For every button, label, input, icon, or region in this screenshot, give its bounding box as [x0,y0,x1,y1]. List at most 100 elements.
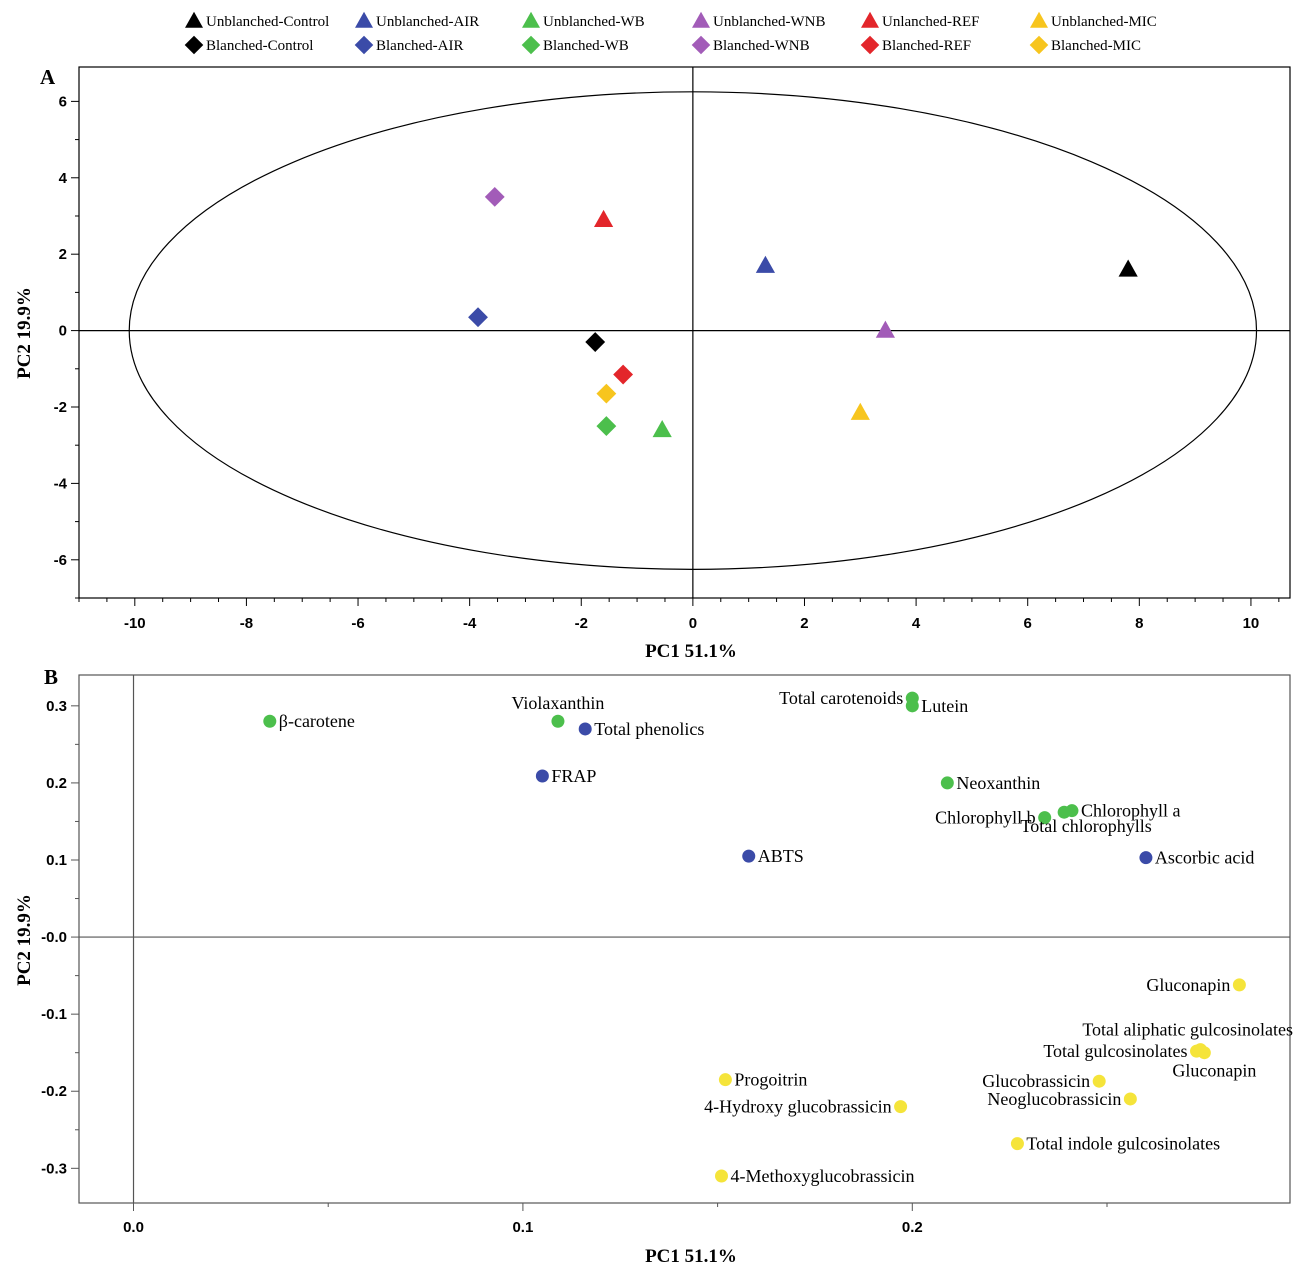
panel-a-y-axis: -6 -4 -2 0 2 4 6 [54,93,79,599]
legend-label: Unlanched-REF [882,14,979,30]
loading-label-frap: FRAP [551,766,596,786]
loading-point-violaxanthin [551,714,565,728]
legend-marker-diamond-icon [1029,35,1049,55]
loading-label-total-phenolics: Total phenolics [594,719,704,739]
panel-a-x-tick-label: 2 [800,615,808,632]
panel-a-y-title: PC2 19.9% [14,287,35,379]
legend-item-blanched-mic: Blanched-MIC [1029,35,1141,55]
loading-label-lutein: Lutein [921,696,968,716]
legend-label: Blanched-WB [543,38,629,54]
loading-point-4-methoxyglucobrassicin [714,1169,728,1183]
panel-a-x-tick-label: 0 [689,615,697,632]
legend-item-unblanched-wnb: Unblanched-WNB [692,11,825,30]
legend-marker-triangle-icon [185,11,203,28]
panel-a-y-tick-label: -4 [54,475,68,492]
panel-a-y-tick-label: 6 [59,93,67,110]
legend-marker-diamond-icon [691,35,711,55]
score-point-blanched-control [585,332,606,352]
panel-b-labels: β-carotene Violaxanthin Total phenolics FRA… [279,688,1293,1186]
panel-b-points [263,691,1246,1183]
panel-a-zero-lines [79,67,1290,598]
legend-label: Unblanched-AIR [376,14,479,30]
panel-a-x-tick-label: -6 [351,615,364,632]
legend: Unblanched-Control Unblanched-AIR Unblanch… [184,11,1157,55]
panel-a-x-tick-label: -10 [124,615,146,632]
legend-item-blanched-control: Blanched-Control [184,35,313,55]
loading-label-total-aliphatic-gulcosinolates: Total aliphatic gulcosinolates [1082,1020,1293,1040]
panel-b-y-tick-label: -0.2 [41,1083,67,1100]
panel-a-y-tick-label: 0 [59,323,67,340]
legend-label: Unblanched-WNB [713,14,825,30]
loading-point-ascorbic-acid [1139,851,1153,865]
panel-b-x-title: PC1 51.1% [645,1246,737,1267]
score-point-blanched-mic [596,383,617,404]
loading-label-neoglucobrassicin: Neoglucobrassicin [987,1089,1121,1109]
loading-label-gluconapin: Gluconapin [1172,1061,1256,1081]
score-point-unblanched-wnb [875,320,896,338]
panel-b-y-tick-label: -0.1 [41,1006,67,1023]
loading-point-abts [742,849,756,863]
legend-marker-diamond-icon [860,35,880,55]
panel-b-frame [78,674,1291,1204]
loading-point-glucobrassicin [1092,1074,1106,1088]
legend-label: Blanched-AIR [376,38,463,54]
loading-label-total-chlorophylls: Total chlorophylls [1021,816,1152,836]
panel-a-y-tick-label: 2 [59,246,67,263]
legend-item-blanched-wnb: Blanched-WNB [691,35,810,55]
panel-b-letter: B [44,665,58,689]
panel-b-y-tick-label: -0.0 [41,929,67,946]
panel-a-y-tick-label: 4 [59,170,68,187]
panel-b-y-tick-label: 0.1 [46,852,67,869]
panel-b-x-tick-label: 0.1 [512,1219,533,1236]
loading-label-chlorophyll-a: Chlorophyll a [1081,801,1181,821]
loading-label-glucobrassicin: Glucobrassicin [982,1071,1090,1091]
legend-label: Blanched-MIC [1051,38,1141,54]
legend-marker-triangle-icon [355,11,373,28]
legend-marker-triangle-icon [692,11,710,28]
panel-b-y-tick-label: -0.3 [41,1160,67,1177]
panel-b-zero-lines [79,675,1290,1203]
loading-label-abts: ABTS [758,846,804,866]
legend-label: Blanched-Control [206,38,313,54]
panel-a-x-title: PC1 51.1% [645,641,737,662]
panel-a-frame [78,66,1291,599]
legend-item-blanched-air: Blanched-AIR [354,35,463,55]
loading-label-4-methoxyglucobrassicin: 4-Methoxyglucobrassicin [730,1166,914,1186]
legend-marker-triangle-icon [1030,11,1048,28]
loading-point-carotene [263,714,277,728]
panel-b-x-tick-label: 0.0 [123,1219,144,1236]
loading-label-neoxanthin: Neoxanthin [956,773,1040,793]
legend-marker-triangle-icon [861,11,879,28]
loading-label-progoitrin: Progoitrin [734,1070,807,1090]
legend-marker-triangle-icon [522,11,540,28]
score-point-blanched-ref [613,364,634,385]
loading-point-neoglucobrassicin [1123,1092,1137,1106]
loading-label-ascorbic-acid: Ascorbic acid [1155,848,1254,868]
panel-b-y-title: PC2 19.9% [14,894,35,986]
panel-a-x-tick-label: -8 [240,615,253,632]
legend-item-blanched-ref: Blanched-REF [860,35,971,55]
legend-item-unblanched-control: Unblanched-Control [185,11,329,30]
legend-label: Unblanched-MIC [1051,14,1157,30]
loading-point-total-phenolics [578,722,592,736]
legend-marker-diamond-icon [354,35,374,55]
panel-a-points [468,186,1138,438]
loading-point-gluconapin [1197,1046,1211,1060]
panel-a-x-axis: -10 -8 -6 -4 -2 0 2 4 6 8 10 [78,598,1280,632]
panel-b-y-tick-label: 0.3 [46,698,67,715]
panel-a-x-tick-label: 10 [1243,615,1260,632]
panel-a-letter: A [40,65,56,89]
panel-a-x-tick-label: -2 [575,615,588,632]
legend-marker-diamond-icon [521,35,541,55]
score-point-unblanched-air [755,255,776,273]
panel-a-score-plot: A -10 -8 -6 -4 -2 0 2 4 6 8 10 -6 -4 -2 0 2 4 6 PC1 51.1… [14,65,1291,662]
panel-a-x-tick-label: 4 [912,615,921,632]
loading-label-carotene: β-carotene [279,711,355,731]
loading-point-4-hydroxy-glucobrassicin [894,1100,908,1114]
score-point-unlanched-ref [593,209,614,228]
score-point-unblanched-wb [652,419,672,438]
panel-b-loading-plot: B 0.0 0.1 0.2 0.3 0.2 0.1 -0.0 -0.1 -0.2 -0.3 β-… [14,665,1293,1267]
legend-item-unblanched-air: Unblanched-AIR [355,11,479,30]
legend-label: Unblanched-Control [206,14,329,30]
